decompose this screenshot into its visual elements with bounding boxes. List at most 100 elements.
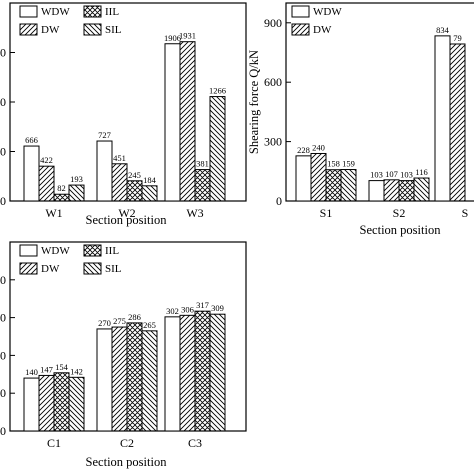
y-tick-label: 00 bbox=[0, 95, 6, 109]
legend-swatch-sil bbox=[83, 23, 102, 36]
bar-iil-c2 bbox=[126, 322, 143, 432]
bar-dw-w3 bbox=[179, 41, 196, 202]
legend-label-dw: DW bbox=[41, 263, 60, 275]
x-axis-title: Section position bbox=[86, 455, 168, 469]
y-tick-label: 0 bbox=[276, 194, 282, 208]
data-label: 306 bbox=[181, 304, 194, 314]
bar-dw-s1 bbox=[310, 152, 327, 202]
data-label: 79 bbox=[453, 33, 462, 43]
bar-wdw-s bbox=[434, 35, 451, 202]
legend-swatch-dw bbox=[19, 262, 38, 275]
legend-label-dw: DW bbox=[313, 24, 332, 36]
data-label: 309 bbox=[211, 303, 224, 313]
data-label: 147 bbox=[40, 364, 53, 374]
x-tick-label: C3 bbox=[188, 436, 202, 450]
y-tick-label: 00 bbox=[0, 386, 6, 400]
data-label: 184 bbox=[143, 175, 157, 185]
y-tick-label: 00 bbox=[0, 348, 6, 362]
bar-dw-s2 bbox=[383, 179, 400, 202]
bar-iil-w3 bbox=[194, 169, 211, 202]
data-label: 381 bbox=[196, 159, 209, 169]
bar-dw-w1 bbox=[38, 165, 55, 202]
bar-iil-c1 bbox=[53, 372, 70, 432]
bar-wdw-w3 bbox=[164, 43, 181, 202]
bar-dw-s bbox=[449, 43, 466, 202]
bar-sil-w3 bbox=[209, 96, 226, 202]
data-label: 82 bbox=[57, 183, 66, 193]
legend-label-sil: SIL bbox=[105, 263, 122, 275]
y-tick-label: 300 bbox=[264, 135, 282, 149]
bar-sil-w1 bbox=[68, 184, 85, 202]
bar-sil-c2 bbox=[141, 330, 158, 432]
data-label: 265 bbox=[143, 320, 156, 330]
bar-iil-s1 bbox=[325, 169, 342, 202]
bar-wdw-s2 bbox=[368, 180, 385, 202]
data-label: 103 bbox=[400, 170, 413, 180]
data-label: 103 bbox=[370, 170, 383, 180]
bar-iil-w2 bbox=[126, 180, 143, 202]
data-label: 1931 bbox=[179, 31, 196, 41]
data-label: 140 bbox=[25, 367, 38, 377]
chart-panel-bottom-left: 000000000C1140147154142C2270275286265C33… bbox=[0, 241, 247, 469]
bar-sil-s1 bbox=[340, 169, 357, 202]
legend-label-wdw: WDW bbox=[41, 245, 70, 257]
bar-iil-c3 bbox=[194, 310, 211, 432]
data-label: 159 bbox=[342, 159, 355, 169]
data-label: 240 bbox=[312, 142, 325, 152]
data-label: 275 bbox=[113, 316, 126, 326]
bar-sil-s2 bbox=[413, 177, 430, 202]
bar-dw-c3 bbox=[179, 314, 196, 432]
data-label: 302 bbox=[166, 306, 179, 316]
legend-label-iil: IIL bbox=[105, 6, 119, 18]
legend-label-wdw: WDW bbox=[41, 6, 70, 18]
x-tick-label: W3 bbox=[186, 206, 203, 220]
x-tick-label: S bbox=[462, 206, 469, 220]
bar-wdw-c1 bbox=[23, 377, 40, 432]
bar-wdw-s1 bbox=[295, 155, 312, 202]
bar-sil-w2 bbox=[141, 185, 158, 202]
legend-swatch-wdw bbox=[291, 5, 310, 18]
data-label: 193 bbox=[70, 174, 83, 184]
x-tick-label: S1 bbox=[320, 206, 333, 220]
data-label: 270 bbox=[98, 318, 111, 328]
y-tick-label: 00 bbox=[0, 311, 6, 325]
bar-dw-c1 bbox=[38, 374, 55, 432]
legend-label-dw: DW bbox=[41, 24, 60, 36]
data-label: 834 bbox=[436, 25, 450, 35]
data-label: 451 bbox=[113, 153, 126, 163]
x-tick-label: W1 bbox=[45, 206, 62, 220]
data-label: 422 bbox=[40, 155, 53, 165]
legend-swatch-iil bbox=[83, 244, 102, 257]
x-axis-title: Section position bbox=[360, 223, 442, 237]
data-label: 286 bbox=[128, 312, 141, 322]
x-tick-label: S2 bbox=[393, 206, 406, 220]
y-axis-title: Shearing force Q/kN bbox=[247, 50, 261, 154]
y-tick-label: 900 bbox=[264, 16, 282, 30]
x-tick-label: C2 bbox=[120, 436, 134, 450]
chart-panel-top-right: 0 300 600 900 Shearing force Q/kN S1 228 240158… bbox=[247, 2, 474, 237]
y-tick-label: 0 bbox=[0, 424, 6, 438]
data-label: 107 bbox=[385, 169, 398, 179]
legend-swatch-dw bbox=[291, 23, 310, 36]
bar-wdw-c3 bbox=[164, 316, 181, 432]
bar-iil-s2 bbox=[398, 180, 415, 202]
data-label: 158 bbox=[327, 159, 340, 169]
bar-sil-c1 bbox=[68, 376, 85, 432]
data-label: 1906 bbox=[164, 33, 181, 43]
bar-iil-w1 bbox=[53, 193, 70, 202]
data-label: 666 bbox=[25, 135, 38, 145]
data-label: 1266 bbox=[209, 86, 226, 96]
data-label: 154 bbox=[55, 362, 69, 372]
y-tick-label: 00 bbox=[0, 145, 6, 159]
bar-wdw-c2 bbox=[96, 328, 113, 432]
bar-wdw-w2 bbox=[96, 140, 113, 202]
x-tick-label: W2 bbox=[118, 206, 135, 220]
data-label: 245 bbox=[128, 170, 141, 180]
y-tick-label: 600 bbox=[264, 75, 282, 89]
legend-swatch-wdw bbox=[19, 5, 38, 18]
